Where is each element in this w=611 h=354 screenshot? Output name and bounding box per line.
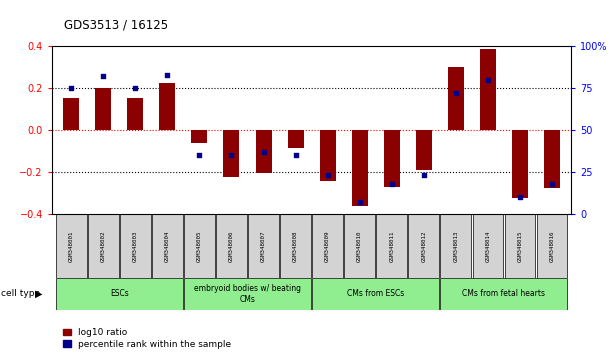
Bar xyxy=(120,214,151,278)
Text: cell type: cell type xyxy=(1,289,40,298)
Bar xyxy=(408,214,439,278)
Point xyxy=(98,73,108,79)
Point xyxy=(323,173,332,178)
Text: GSM348006: GSM348006 xyxy=(229,230,234,262)
Bar xyxy=(480,49,496,130)
Bar xyxy=(224,130,240,177)
Bar xyxy=(216,214,247,278)
Text: GSM348010: GSM348010 xyxy=(357,230,362,262)
Bar xyxy=(248,214,279,278)
Point xyxy=(419,173,429,178)
Point xyxy=(291,153,301,158)
Bar xyxy=(280,214,311,278)
Bar xyxy=(255,130,271,173)
Bar xyxy=(312,214,343,278)
Text: GSM348003: GSM348003 xyxy=(133,230,138,262)
Bar xyxy=(448,67,464,130)
Text: GSM348013: GSM348013 xyxy=(453,230,458,262)
Text: GSM348005: GSM348005 xyxy=(197,230,202,262)
Point xyxy=(547,181,557,187)
Text: GSM348014: GSM348014 xyxy=(485,230,491,262)
Bar xyxy=(152,214,183,278)
Point xyxy=(130,85,140,91)
Text: GSM348011: GSM348011 xyxy=(389,230,394,262)
Bar xyxy=(384,130,400,187)
Text: GSM348008: GSM348008 xyxy=(293,230,298,262)
Legend: log10 ratio, percentile rank within the sample: log10 ratio, percentile rank within the … xyxy=(62,327,232,349)
Bar xyxy=(159,83,175,130)
Bar xyxy=(544,130,560,188)
Text: CMs from ESCs: CMs from ESCs xyxy=(347,289,404,298)
Text: ESCs: ESCs xyxy=(110,289,129,298)
Bar xyxy=(512,130,528,198)
Bar xyxy=(288,130,304,148)
Point xyxy=(163,72,172,78)
Bar xyxy=(127,97,144,130)
Bar xyxy=(312,278,439,310)
Bar xyxy=(472,214,503,278)
Bar xyxy=(345,214,375,278)
Text: GDS3513 / 16125: GDS3513 / 16125 xyxy=(64,19,168,32)
Text: ▶: ▶ xyxy=(35,289,42,299)
Bar xyxy=(536,214,568,278)
Point xyxy=(387,181,397,187)
Point xyxy=(227,153,236,158)
Bar xyxy=(441,278,568,310)
Text: CMs from fetal hearts: CMs from fetal hearts xyxy=(463,289,546,298)
Bar xyxy=(184,278,311,310)
Point xyxy=(258,149,268,155)
Bar xyxy=(320,130,335,181)
Bar xyxy=(95,88,111,130)
Bar xyxy=(376,214,407,278)
Point xyxy=(483,77,493,82)
Text: GSM348009: GSM348009 xyxy=(325,230,330,262)
Text: GSM348004: GSM348004 xyxy=(165,230,170,262)
Bar xyxy=(63,97,79,130)
Text: GSM348015: GSM348015 xyxy=(518,230,522,262)
Bar xyxy=(88,214,119,278)
Bar xyxy=(352,130,368,206)
Bar xyxy=(416,130,432,170)
Bar xyxy=(191,130,207,143)
Bar xyxy=(441,214,471,278)
Bar xyxy=(56,278,183,310)
Point xyxy=(66,85,76,91)
Text: embryoid bodies w/ beating
CMs: embryoid bodies w/ beating CMs xyxy=(194,284,301,303)
Point xyxy=(194,153,204,158)
Text: GSM348016: GSM348016 xyxy=(549,230,555,262)
Point xyxy=(355,200,365,205)
Text: GSM348012: GSM348012 xyxy=(422,230,426,262)
Point xyxy=(451,90,461,96)
Point xyxy=(515,195,525,200)
Text: GSM348002: GSM348002 xyxy=(101,230,106,262)
Text: GSM348007: GSM348007 xyxy=(261,230,266,262)
Bar xyxy=(184,214,215,278)
Text: GSM348001: GSM348001 xyxy=(68,230,74,262)
Bar xyxy=(56,214,87,278)
Bar xyxy=(505,214,535,278)
